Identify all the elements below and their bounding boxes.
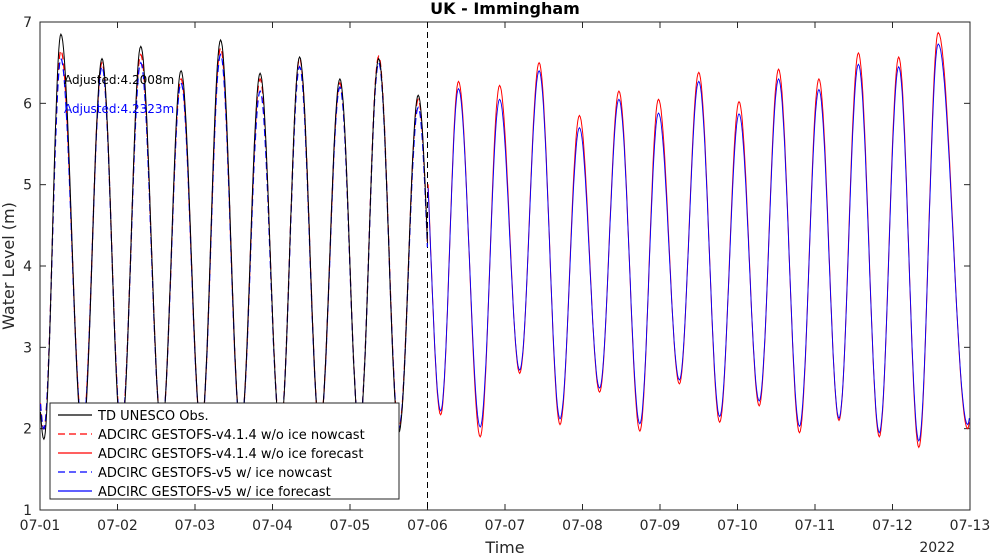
x-tick-label-4: 07-05	[330, 518, 371, 534]
y-tick-label-3: 4	[23, 259, 32, 275]
x-tick-label-0: 07-01	[20, 518, 61, 534]
series-line-4	[427, 43, 970, 442]
x-tick-label-2: 07-03	[175, 518, 216, 534]
adjusted-annotation-black: Adjusted:4.2008m	[64, 73, 174, 87]
legend-entry-1: ADCIRC GESTOFS-v4.1.4 w/o ice nowcast	[98, 428, 365, 443]
y-tick-label-6: 7	[23, 15, 32, 31]
x-axis-title: Time	[484, 538, 524, 555]
legend-entry-0: TD UNESCO Obs.	[97, 409, 209, 424]
series-layer	[39, 31, 970, 449]
x-tick-label-3: 07-04	[252, 518, 293, 534]
y-tick-label-2: 3	[23, 340, 32, 356]
x-tick-label-12: 07-13	[950, 518, 991, 534]
y-tick-label-0: 1	[23, 503, 32, 519]
y-tick-label-4: 5	[23, 178, 32, 194]
x-tick-label-9: 07-10	[717, 518, 758, 534]
legend-box	[49, 402, 400, 500]
x-tick-label-10: 07-11	[795, 518, 836, 534]
x-tick-label-5: 07-06	[407, 518, 448, 534]
legend-entry-2: ADCIRC GESTOFS-v4.1.4 w/o ice forecast	[98, 447, 363, 462]
year-label: 2022	[919, 540, 955, 555]
x-tick-label-11: 07-12	[872, 518, 913, 534]
y-tick-label-5: 6	[23, 96, 32, 112]
legend-entry-4: ADCIRC GESTOFS-v5 w/ ice forecast	[98, 485, 331, 500]
y-tick-labels: 1 2 3 4 5 6 7	[23, 15, 32, 519]
y-tick-label-1: 2	[23, 422, 32, 438]
x-tick-labels: 07-01 07-02 07-03 07-04 07-05 07-06 07-07 07-08…	[20, 518, 991, 534]
y-axis-title: Water Level (m)	[0, 202, 18, 330]
legend-entry-3: ADCIRC GESTOFS-v5 w/ ice nowcast	[98, 466, 332, 481]
chart-title: UK - Immingham	[430, 0, 580, 18]
adjusted-annotation-blue: Adjusted:4.2323m	[64, 102, 174, 116]
x-tick-label-1: 07-02	[97, 518, 138, 534]
x-tick-label-8: 07-09	[640, 518, 681, 534]
legend: TD UNESCO Obs. ADCIRC GESTOFS-v4.1.4 w/o …	[49, 402, 400, 500]
x-tick-label-6: 07-07	[485, 518, 526, 534]
axis-ticks	[39, 21, 971, 511]
series-line-0	[40, 33, 428, 441]
x-tick-label-7: 07-08	[562, 518, 603, 534]
